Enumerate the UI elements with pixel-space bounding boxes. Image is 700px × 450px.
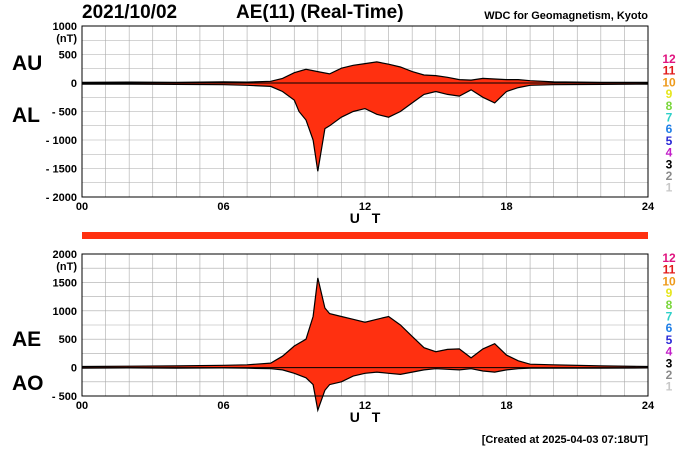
series-line-ao <box>81 367 649 413</box>
legend-number: 11 <box>663 64 676 78</box>
ae-label: AE <box>12 328 42 351</box>
legend-number: 1 <box>666 380 673 394</box>
legend-number: 3 <box>666 157 673 171</box>
legend-number: 12 <box>662 251 676 265</box>
area-fill-ae-ao <box>82 277 648 411</box>
legend-number: 9 <box>666 286 673 300</box>
legend-number: 4 <box>666 146 673 160</box>
series-line-al <box>82 83 649 172</box>
series-line-ae <box>81 277 649 368</box>
x-tick-label: 00 <box>76 201 88 213</box>
y-tick-label: - 1000 <box>46 135 77 147</box>
x-tick-label: 12 <box>359 400 371 412</box>
plot-frame <box>81 25 649 198</box>
plot-frame <box>81 253 649 397</box>
legend-number: 6 <box>666 122 673 136</box>
legend-number: 5 <box>666 134 673 148</box>
x-tick-label: 18 <box>500 201 512 213</box>
x-tick-label: 06 <box>217 201 229 213</box>
legend-number: 8 <box>666 298 673 312</box>
series-line-au <box>81 61 648 84</box>
x-tick-label: 18 <box>500 400 512 412</box>
data-coverage-bar <box>82 232 648 239</box>
y-tick-label: 1500 <box>53 277 77 289</box>
x-tick-label: 06 <box>217 400 229 412</box>
ao-label: AO <box>12 372 44 395</box>
legend-number: 7 <box>666 111 673 125</box>
x-tick-label: 12 <box>359 201 371 213</box>
y-tick-label: 2000 <box>53 249 77 261</box>
created-timestamp: [Created at 2025-04-03 07:18UT] <box>481 434 648 446</box>
y-tick-label: 1000 <box>53 306 77 318</box>
y-tick-label: 500 <box>59 334 77 346</box>
y-tick-label: 0 <box>71 78 77 90</box>
x-axis-title: U T <box>350 210 385 226</box>
legend-number: 7 <box>666 310 673 324</box>
legend-number: 2 <box>666 368 673 382</box>
area-fill-au-al <box>82 61 648 172</box>
organization-label: WDC for Geomagnetism, Kyoto <box>484 10 648 22</box>
legend-number: 1 <box>666 181 673 195</box>
legend-number: 11 <box>663 263 676 277</box>
legend-number: 8 <box>666 99 673 113</box>
legend-number: 4 <box>666 345 673 359</box>
chart-title: AE(11) (Real-Time) <box>236 2 404 23</box>
au-label: AU <box>12 52 43 75</box>
unit-label: (nT) <box>56 33 77 45</box>
x-tick-label: 00 <box>76 400 88 412</box>
legend-number: 9 <box>666 87 673 101</box>
y-tick-label: - 1500 <box>46 164 77 176</box>
y-tick-label: 1000 <box>53 21 77 33</box>
x-tick-label: 24 <box>642 400 655 412</box>
chart-date: 2021/10/02 <box>82 2 178 23</box>
y-tick-label: 0 <box>71 363 77 375</box>
y-tick-label: - 500 <box>52 391 77 403</box>
y-tick-label: - 2000 <box>46 192 77 204</box>
legend-number: 5 <box>666 333 673 347</box>
y-tick-label: - 500 <box>52 107 77 119</box>
legend-number: 2 <box>666 169 673 183</box>
x-axis-title: U T <box>350 409 385 425</box>
x-tick-label: 24 <box>642 201 655 213</box>
legend-number: 12 <box>662 52 676 66</box>
legend-number: 10 <box>662 274 676 288</box>
y-tick-label: 500 <box>59 50 77 62</box>
unit-label: (nT) <box>56 261 77 273</box>
al-label: AL <box>12 104 40 127</box>
legend-number: 3 <box>666 356 673 370</box>
legend-number: 10 <box>662 75 676 89</box>
legend-number: 6 <box>666 321 673 335</box>
